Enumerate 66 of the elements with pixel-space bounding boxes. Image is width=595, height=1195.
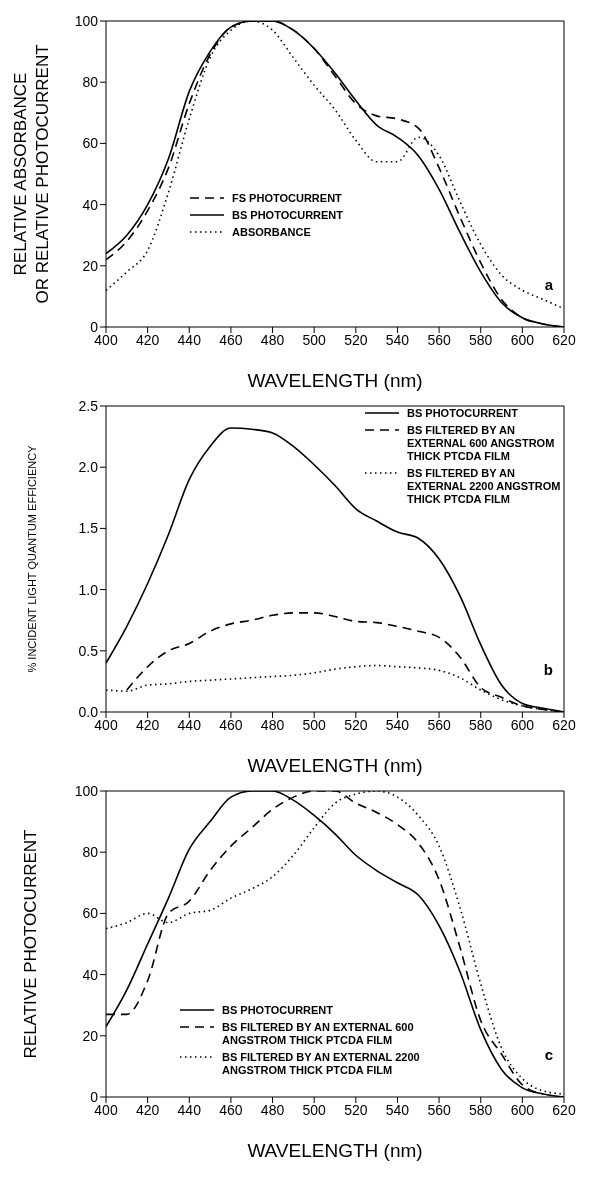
- x-tick-label: 520: [344, 1101, 368, 1118]
- y-tick-label: 80: [82, 74, 99, 91]
- legend-label: BS PHOTOCURRENT: [232, 209, 344, 222]
- y-tick-label: 40: [82, 196, 99, 213]
- x-tick-label: 480: [260, 331, 285, 348]
- legend-label: FS PHOTOCURRENT: [232, 192, 342, 205]
- y-tick-label: 0.5: [78, 642, 99, 659]
- legend-label: BS FILTERED BY AN EXTERNAL 600 ANGSTROM THICK PTCDA FILM: [407, 424, 556, 463]
- y-tick-label: 80: [82, 844, 99, 861]
- x-axis-title: WAVELENGTH (nm): [247, 370, 423, 391]
- x-tick-label: 620: [552, 716, 576, 733]
- legend-label: BS FILTERED BY AN EXTERNAL 2200 ANGSTROM THICK PTCDA FILM: [407, 467, 562, 506]
- x-tick-label: 560: [427, 1101, 451, 1118]
- annotation: c: [544, 1046, 553, 1063]
- x-tick-label: 440: [177, 331, 202, 348]
- x-tick-label: 420: [135, 1101, 160, 1118]
- x-tick-label: 420: [135, 716, 160, 733]
- y-tick-label: 2.5: [78, 397, 99, 414]
- legend-label: ABSORBANCE: [232, 226, 311, 239]
- y-tick-label: 1.5: [78, 520, 99, 537]
- y-axis-title: RELATIVE ABSORBANCE OR RELATIVE PHOTOCURRENT: [11, 44, 52, 304]
- y-axis-title: % INCIDENT LIGHT QUANTUM EFFICIENCY: [26, 444, 38, 673]
- annotation: b: [543, 661, 553, 678]
- x-tick-label: 460: [219, 1101, 243, 1118]
- y-tick-label: 2.0: [78, 459, 99, 476]
- x-tick-label: 480: [260, 716, 285, 733]
- x-tick-label: 600: [510, 331, 535, 348]
- x-tick-label: 560: [427, 331, 451, 348]
- x-tick-label: 500: [302, 716, 327, 733]
- x-tick-label: 560: [427, 716, 451, 733]
- x-tick-label: 500: [302, 1101, 327, 1118]
- x-tick-label: 460: [219, 716, 243, 733]
- x-tick-label: 540: [385, 1101, 410, 1118]
- x-tick-label: 600: [510, 716, 535, 733]
- x-tick-label: 500: [302, 331, 327, 348]
- y-tick-label: 20: [82, 1027, 99, 1044]
- x-tick-label: 460: [219, 331, 243, 348]
- x-tick-label: 600: [510, 1101, 535, 1118]
- x-tick-label: 440: [177, 1101, 202, 1118]
- y-tick-label: 60: [82, 905, 99, 922]
- legend-label: BS FILTERED BY AN EXTERNAL 600 ANGSTROM THICK PTCDA FILM: [222, 1021, 415, 1047]
- x-tick-label: 580: [469, 716, 493, 733]
- x-tick-label: 480: [260, 1101, 285, 1118]
- y-tick-label: 100: [74, 12, 99, 29]
- y-axis-title: RELATIVE PHOTOCURRENT: [21, 829, 40, 1059]
- x-tick-label: 620: [552, 1101, 576, 1118]
- x-tick-label: 440: [177, 716, 202, 733]
- x-tick-label: 620: [552, 331, 576, 348]
- x-tick-label: 420: [135, 331, 160, 348]
- legend-label: BS PHOTOCURRENT: [222, 1004, 334, 1017]
- x-tick-label: 520: [344, 716, 368, 733]
- legend-label: BS PHOTOCURRENT: [407, 407, 519, 420]
- x-tick-label: 580: [469, 331, 493, 348]
- x-tick-label: 580: [469, 1101, 493, 1118]
- x-axis-title: WAVELENGTH (nm): [247, 755, 423, 776]
- y-tick-label: 1.0: [78, 581, 99, 598]
- x-tick-label: 540: [385, 331, 410, 348]
- x-axis-title: WAVELENGTH (nm): [247, 1140, 423, 1161]
- x-tick-label: 540: [385, 716, 410, 733]
- x-tick-label: 520: [344, 331, 368, 348]
- y-tick-label: 100: [74, 782, 99, 799]
- y-tick-label: 20: [82, 257, 99, 274]
- annotation: a: [544, 276, 553, 293]
- y-tick-label: 60: [82, 135, 99, 152]
- legend-label: BS FILTERED BY AN EXTERNAL 2200 ANGSTROM THICK PTCDA FILM: [222, 1051, 421, 1077]
- y-tick-label: 40: [82, 966, 99, 983]
